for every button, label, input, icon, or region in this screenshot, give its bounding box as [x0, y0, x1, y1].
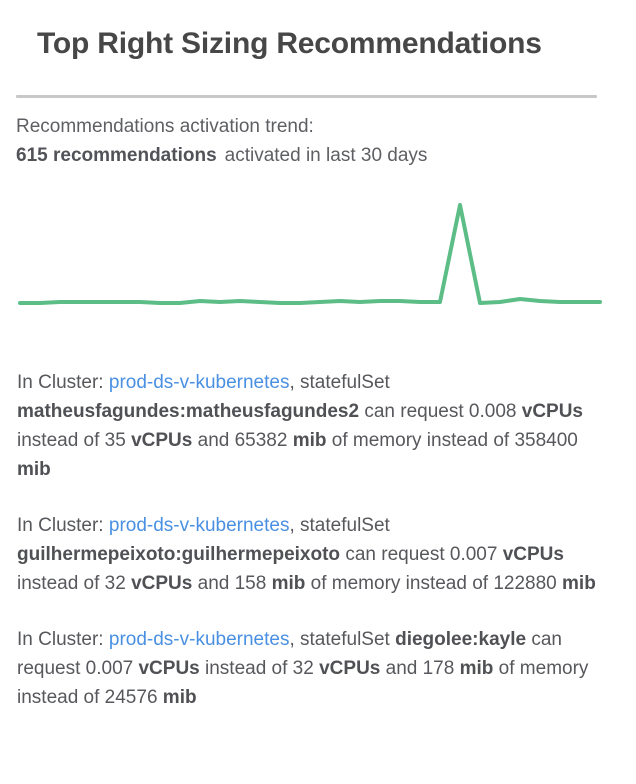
text-segment: can request 0.007 [17, 629, 562, 679]
emphasis-text: matheusfagundes:matheusfagundes2 [17, 401, 360, 422]
text-segment: , statefulSet [289, 629, 396, 650]
trend-label: Recommendations activation trend: [16, 116, 314, 137]
emphasis-text: mib [271, 573, 306, 594]
text-segment: , statefulSet [289, 515, 390, 536]
emphasis-text: mib [292, 430, 327, 451]
emphasis-text: vCPUs [131, 573, 193, 594]
divider [16, 95, 597, 98]
emphasis-text: vCPUs [502, 544, 564, 565]
emphasis-text: mib [17, 459, 51, 480]
cluster-link[interactable]: prod-ds-v-kubernetes [108, 372, 290, 393]
emphasis-text: mib [459, 658, 494, 679]
text-segment: instead of 32 [199, 658, 320, 679]
recommendation-item: In Cluster: prod-ds-v-kubernetes, statef… [17, 368, 609, 484]
page-title: Top Right Sizing Recommendations [37, 27, 542, 60]
emphasis-text: diegolee:kayle [395, 629, 527, 650]
text-segment: and 178 [380, 658, 460, 679]
text-segment: instead of 35 [17, 430, 132, 451]
activation-trend-chart [18, 203, 602, 305]
recommendation-item: In Cluster: prod-ds-v-kubernetes, statef… [17, 511, 609, 598]
text-segment: In Cluster: [17, 372, 109, 393]
trend-line-series [18, 203, 602, 305]
text-segment: In Cluster: [17, 515, 109, 536]
text-segment: In Cluster: [17, 629, 109, 650]
trend-summary: Recommendations activation trend: 615 re… [16, 112, 620, 170]
text-segment: of memory instead of 358400 [326, 430, 578, 451]
text-segment: instead of 32 [17, 573, 132, 594]
emphasis-text: mib [162, 687, 197, 708]
cluster-link[interactable]: prod-ds-v-kubernetes [108, 515, 290, 536]
trend-count-line: 615 recommendations activated in last 30 … [16, 141, 620, 170]
cluster-link[interactable]: prod-ds-v-kubernetes [108, 629, 290, 650]
emphasis-text: vCPUs [131, 430, 193, 451]
emphasis-text: vCPUs [138, 658, 200, 679]
text-segment: , statefulSet [289, 372, 390, 393]
text-segment: can request 0.008 [359, 401, 522, 422]
emphasis-text: vCPUs [521, 401, 583, 422]
trend-count: 615 recommendations [16, 145, 217, 166]
text-segment: can request 0.007 [340, 544, 503, 565]
text-segment: of memory instead of 122880 [305, 573, 563, 594]
trend-suffix: activated in last 30 days [224, 145, 428, 166]
text-segment: and 158 [192, 573, 272, 594]
emphasis-text: vCPUs [319, 658, 381, 679]
text-segment: of memory instead of 24576 [17, 658, 589, 708]
recommendation-item: In Cluster: prod-ds-v-kubernetes, statef… [17, 625, 609, 712]
recommendations-list: In Cluster: prod-ds-v-kubernetes, statef… [16, 368, 620, 712]
emphasis-text: mib [562, 573, 596, 594]
emphasis-text: guilhermepeixoto:guilhermepeixoto [17, 544, 341, 565]
right-sizing-widget: Top Right Sizing Recommendations Recomme… [0, 24, 636, 712]
text-segment: and 65382 [192, 430, 293, 451]
